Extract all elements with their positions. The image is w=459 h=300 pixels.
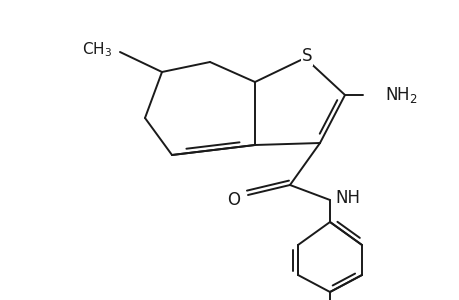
Text: O: O: [226, 191, 240, 209]
Text: NH: NH: [334, 189, 359, 207]
Text: S: S: [301, 47, 312, 65]
Text: CH$_3$: CH$_3$: [82, 40, 112, 59]
Text: NH$_2$: NH$_2$: [384, 85, 417, 105]
